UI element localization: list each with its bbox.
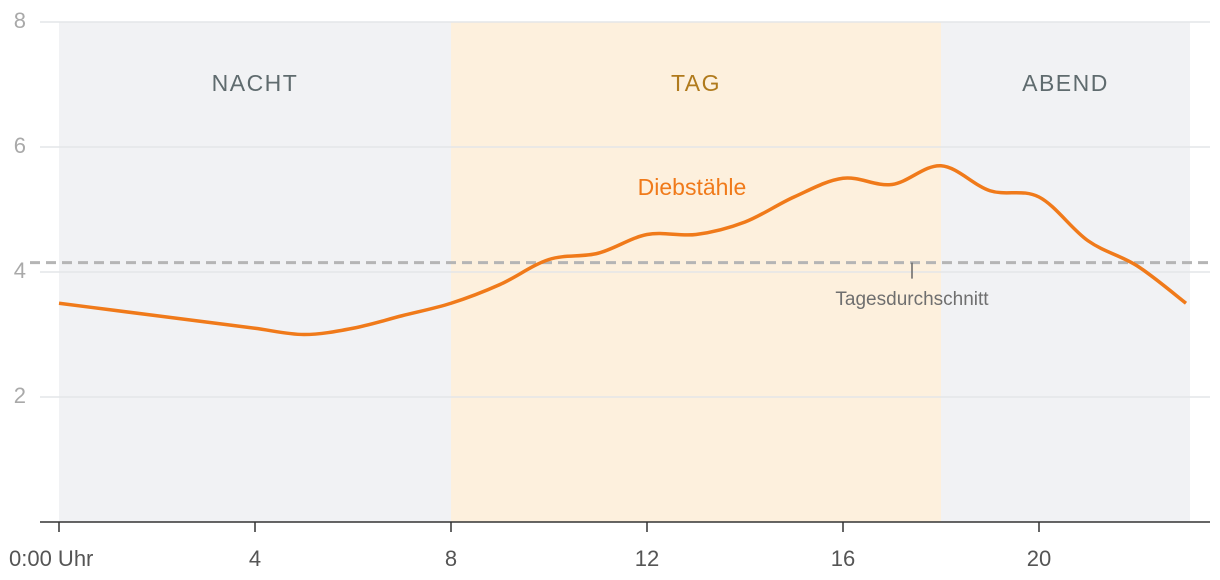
reference-label: Tagesdurchschnitt [835, 289, 989, 310]
x-tick-label: 20 [1027, 546, 1051, 571]
band-label: ABEND [1022, 70, 1109, 96]
x-tick-label: 8 [445, 546, 457, 571]
line [58, 164, 1188, 337]
x-tick-label: 4 [249, 546, 261, 571]
y-tick-label: 2 [14, 383, 26, 408]
x-tick-label: 16 [831, 546, 855, 571]
x-tick-label: 12 [635, 546, 659, 571]
band-label: TAG [671, 70, 721, 96]
y-tick-label: 8 [14, 8, 26, 33]
band-label: NACHT [212, 70, 299, 96]
y-tick-label: 4 [14, 258, 26, 283]
y-tick-label: 6 [14, 133, 26, 158]
series-label: Diebstähle [638, 174, 747, 200]
x-tick-label: 0:00 Uhr [9, 546, 93, 571]
